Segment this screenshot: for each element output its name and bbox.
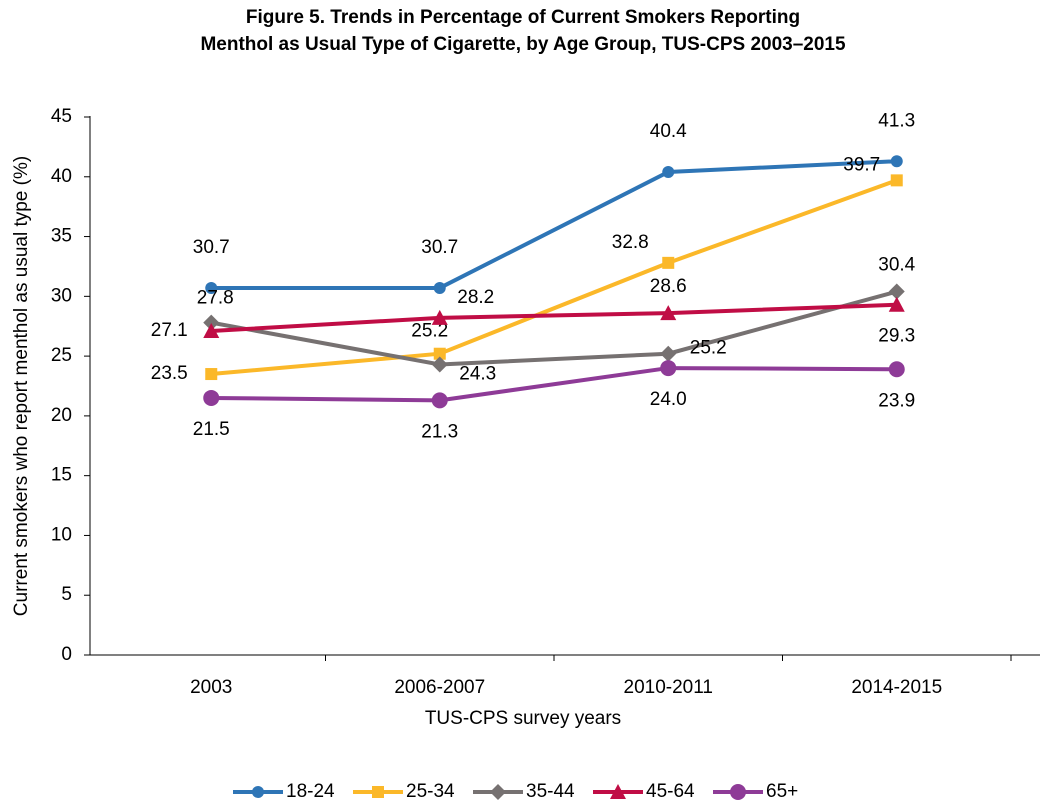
data-label: 25.2 [690, 338, 727, 359]
data-label: 30.7 [193, 237, 230, 258]
point [433, 281, 446, 294]
data-label: 24.0 [650, 389, 687, 410]
point [433, 347, 446, 360]
data-label: 30.7 [421, 237, 458, 258]
point [203, 389, 220, 406]
series-line [210, 289, 898, 367]
y-tick-label: 5 [61, 584, 72, 605]
series-line [211, 302, 897, 334]
y-tick-label: 25 [51, 345, 72, 366]
point [203, 323, 220, 339]
data-label: 25.2 [411, 321, 448, 342]
y-tick-label: 20 [51, 405, 72, 426]
legend-label: 45-64 [646, 781, 695, 802]
data-label: 32.8 [612, 232, 649, 253]
y-tick-label: 10 [51, 524, 72, 545]
legend-label: 25-34 [406, 781, 455, 802]
data-label: 27.8 [197, 288, 234, 309]
x-tick-label: 2003 [190, 677, 232, 698]
point [490, 784, 506, 800]
point [660, 305, 677, 321]
x-tick-label: 2014-2015 [851, 677, 942, 698]
point [252, 786, 264, 798]
data-label: 40.4 [650, 121, 687, 142]
series-line [211, 366, 897, 403]
data-label: 21.5 [193, 419, 230, 440]
point [890, 174, 903, 187]
y-tick-label: 30 [51, 285, 72, 306]
data-label: 23.5 [151, 363, 188, 384]
point [662, 165, 675, 178]
y-tick-label: 45 [51, 106, 72, 127]
chart-title: Menthol as Usual Type of Cigarette, by A… [200, 34, 846, 55]
point [372, 786, 384, 798]
point [662, 256, 675, 269]
data-label: 30.4 [878, 255, 915, 276]
point [431, 309, 448, 325]
x-tick-label: 2006-2007 [394, 677, 485, 698]
y-tick-label: 0 [61, 644, 72, 665]
data-label: 21.3 [421, 421, 458, 442]
y-tick-label: 35 [51, 226, 72, 247]
point [888, 283, 905, 300]
data-label: 28.2 [457, 287, 494, 308]
x-axis-label: TUS-CPS survey years [425, 708, 621, 729]
point [660, 360, 677, 377]
legend-label: 35-44 [526, 781, 575, 802]
point [431, 356, 448, 373]
point [730, 784, 746, 800]
point [431, 392, 448, 409]
y-axis-label: Current smokers who report menthol as us… [11, 156, 32, 616]
point [888, 296, 905, 312]
x-tick-label: 2010-2011 [624, 677, 713, 698]
point [610, 784, 626, 799]
data-label: 24.3 [459, 363, 496, 384]
data-label: 41.3 [878, 110, 915, 131]
point [660, 345, 677, 362]
point [203, 314, 220, 331]
data-label: 27.1 [151, 320, 188, 341]
chart-title: Figure 5. Trends in Percentage of Curren… [246, 7, 800, 28]
y-tick-label: 15 [51, 465, 72, 486]
data-label: 28.6 [650, 276, 687, 297]
point [205, 368, 218, 381]
point [205, 281, 218, 294]
point [888, 361, 905, 378]
series-line [211, 159, 897, 290]
legend-label: 65+ [766, 781, 798, 802]
y-tick-label: 40 [51, 166, 72, 187]
data-label: 23.9 [878, 390, 915, 411]
point [890, 155, 903, 168]
data-label: 39.7 [843, 154, 880, 175]
data-label: 29.3 [878, 326, 915, 347]
series-line [211, 178, 898, 377]
legend-label: 18-24 [286, 781, 335, 802]
